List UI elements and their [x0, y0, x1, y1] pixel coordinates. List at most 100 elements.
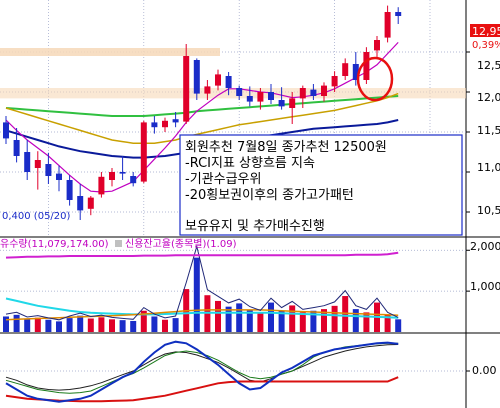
price-axis-label: 12,50: [477, 59, 500, 72]
volume-bar: [109, 319, 115, 332]
candle-body: [225, 76, 232, 88]
candle-body: [352, 64, 359, 80]
volume-grid: [0, 249, 470, 292]
volume-bar: [66, 318, 73, 332]
volume-bar: [225, 306, 232, 332]
ma20-line: [5, 92, 399, 144]
candle-body: [3, 122, 9, 139]
candle-body: [172, 119, 179, 123]
ma120-line: [5, 95, 399, 117]
volume-bar: [87, 318, 94, 332]
price-band: [0, 48, 466, 99]
candle-body: [98, 176, 105, 195]
last-change-value: 0,39%: [472, 40, 500, 51]
volume-bar: [384, 314, 391, 332]
volume-bar: [352, 309, 359, 332]
candle-body: [321, 85, 327, 96]
volume-bar: [342, 296, 349, 332]
candle-body: [384, 12, 391, 38]
candle-body: [236, 88, 243, 96]
support-band: [0, 88, 466, 99]
volume-bar: [193, 257, 200, 332]
candle-body: [183, 56, 190, 122]
candle-body: [77, 196, 84, 211]
candle-body: [56, 173, 62, 180]
volume-bar: [45, 319, 52, 332]
rci-black-line: [5, 344, 399, 391]
annotation-line-2: -RCI지표 상향흐름 지속: [185, 156, 315, 171]
volume-bar: [363, 312, 370, 332]
candle-body: [299, 88, 306, 99]
oscillator-axis-label: 0.00: [472, 364, 497, 377]
candle-body: [268, 92, 274, 100]
candle-body: [119, 172, 126, 174]
volume-bar: [34, 317, 41, 332]
volume-bar: [3, 316, 9, 332]
candle-body: [45, 164, 52, 176]
volume-bar: [268, 302, 274, 332]
rci-green-line: [5, 342, 399, 394]
volume-legend-label: 유수량(11,079,174.00): [0, 238, 109, 250]
volume-bar: [13, 314, 20, 332]
volume-bar: [56, 321, 62, 332]
price-candles: [3, 5, 402, 220]
volume-bar: [162, 319, 168, 332]
candle-body: [13, 140, 20, 156]
annotation-line-5: 보유유지 및 추가매수진행: [185, 218, 325, 234]
candle-body: [34, 160, 41, 168]
price-axis-label: 11,50: [477, 124, 500, 137]
highlight-circle: [356, 56, 394, 102]
volume-bar: [215, 300, 221, 332]
candle-body: [162, 120, 168, 128]
candle-body: [151, 122, 158, 128]
candle-body: [140, 122, 147, 182]
resistance-band: [0, 48, 220, 56]
credit-legend-label: 신용잔고율(종목별)(1.09): [125, 238, 237, 250]
candle-body: [310, 89, 317, 96]
ma5-line: [5, 41, 399, 193]
volume-bar: [119, 320, 126, 332]
last-price-box: [470, 24, 500, 37]
candle-body: [331, 76, 338, 87]
volume-bar: [172, 318, 179, 332]
price-axis-label: 11,00: [477, 161, 500, 174]
candle-body: [109, 172, 115, 180]
annotation-line-4: -20횡보권이후의 종가고가패턴: [185, 188, 354, 203]
candle-body: [215, 74, 221, 86]
price-axis-labels: 12,50 12,00 11,50 11,00 10,50: [477, 59, 500, 217]
oscillator-lines: [5, 340, 399, 403]
volume-bar: [130, 320, 137, 332]
credit-legend-swatch: [115, 240, 122, 247]
price-grid: [0, 0, 470, 236]
last-price-value: 12,95: [472, 25, 500, 38]
volume-bar: [331, 305, 338, 332]
candle-body: [246, 96, 253, 102]
volume-bar: [98, 317, 105, 332]
volume-bar: [299, 312, 306, 332]
volume-axis-label: 1,000: [470, 280, 500, 293]
volume-axis-label: 2,000: [470, 240, 500, 253]
volume-bar: [289, 305, 296, 332]
volume-bar: [236, 303, 243, 332]
annotation-line-3: -기관수급우위: [185, 172, 261, 187]
volume-bar: [257, 313, 264, 332]
volume-bar: [24, 318, 31, 332]
volume-bar: [77, 315, 84, 332]
volume-bar: [151, 316, 158, 332]
volume-ma-orange-line: [5, 309, 399, 321]
rci-red-line: [5, 376, 399, 403]
volume-line: [5, 244, 399, 321]
candle-body: [395, 12, 402, 16]
candle-body: [257, 92, 264, 102]
annotation-line-1: 회원추천 7월8일 종가추천 12500원: [185, 140, 387, 155]
volume-bar: [278, 310, 285, 332]
candle-body: [66, 180, 73, 200]
candle-body: [87, 197, 94, 209]
price-axis-label: 12,00: [477, 91, 500, 104]
volume-bar: [140, 310, 147, 332]
volume-bar: [321, 309, 327, 332]
volume-legend: 유수량(11,079,174.00) 신용잔고율(종목별)(1.09): [0, 238, 237, 250]
candle-body: [24, 152, 31, 172]
